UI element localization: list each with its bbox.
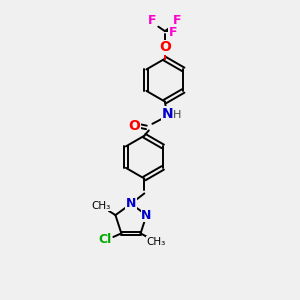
- Text: N: N: [161, 107, 173, 121]
- Text: H: H: [172, 110, 181, 120]
- Text: O: O: [128, 119, 140, 133]
- Text: O: O: [159, 40, 171, 55]
- Text: CH₃: CH₃: [91, 201, 110, 211]
- Text: N: N: [126, 197, 136, 210]
- Text: N: N: [141, 208, 152, 222]
- Text: CH₃: CH₃: [146, 237, 166, 247]
- Text: F: F: [173, 14, 182, 27]
- Text: F: F: [148, 14, 157, 27]
- Text: F: F: [169, 26, 177, 39]
- Text: Cl: Cl: [98, 233, 112, 246]
